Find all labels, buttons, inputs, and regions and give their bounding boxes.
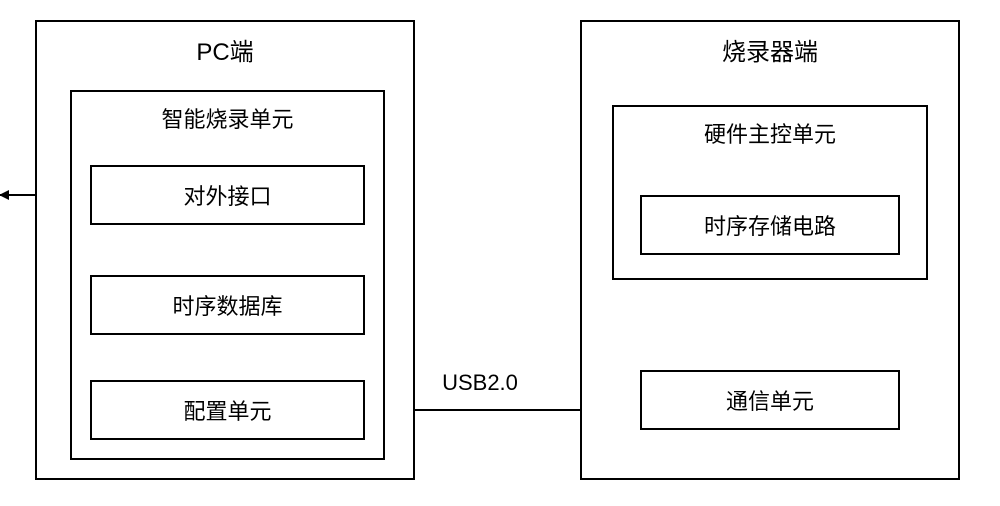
node-label: 智能烧录单元	[72, 102, 383, 134]
node-config-unit: 配置单元	[90, 380, 365, 440]
node-comm-unit: 通信单元	[640, 370, 900, 430]
node-label: 通信单元	[726, 384, 814, 416]
node-timing-db: 时序数据库	[90, 275, 365, 335]
node-label: 对外接口	[183, 179, 271, 211]
node-label: 时序存储电路	[704, 209, 836, 241]
diagram-canvas: USB2.0 PC端智能烧录单元对外接口时序数据库配置单元 烧录器端硬件主控单元时…	[0, 0, 1000, 506]
node-label: 配置单元	[183, 394, 271, 426]
node-label: 烧录器端	[582, 32, 958, 67]
node-ext-if: 对外接口	[90, 165, 365, 225]
node-label: PC端	[37, 32, 413, 67]
edge-label: USB2.0	[442, 370, 518, 395]
node-timing-store: 时序存储电路	[640, 195, 900, 255]
node-label: 时序数据库	[172, 289, 282, 321]
node-label: 硬件主控单元	[614, 117, 926, 149]
